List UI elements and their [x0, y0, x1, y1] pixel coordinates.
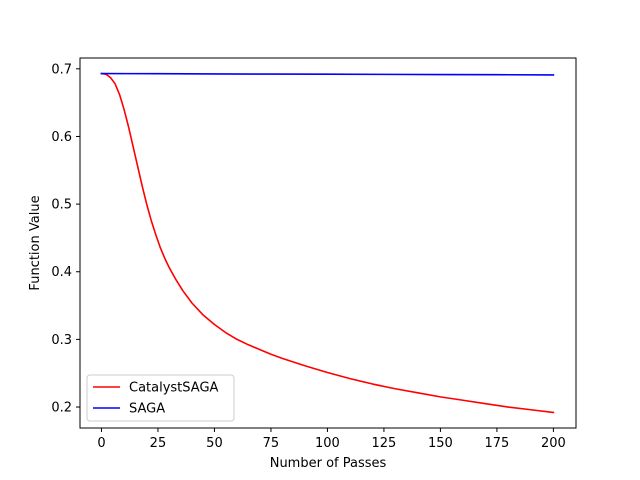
- x-tick-label: 175: [484, 436, 509, 451]
- plot-frame: [79, 57, 577, 429]
- x-tick-label: 200: [541, 436, 566, 451]
- y-axis-ticks: 0.2 0.3 0.4 0.5 0.6 0.7: [51, 62, 80, 416]
- axes-layer: [79, 57, 577, 429]
- legend-box: [86, 374, 235, 422]
- x-tick-label: 50: [206, 436, 223, 451]
- y-axis-label: Function Value: [28, 195, 43, 290]
- y-tick-label: 0.4: [51, 265, 72, 280]
- legend-label-saga: SAGA: [129, 402, 165, 417]
- x-axis-label: Number of Passes: [270, 456, 387, 471]
- series-line-saga: [100, 72, 555, 76]
- series-layer: [100, 72, 555, 414]
- y-tick-label: 0.6: [51, 130, 72, 145]
- x-tick-label: 100: [315, 436, 340, 451]
- x-tick-label: 125: [372, 436, 397, 451]
- legend-label-catalystsaga: CatalystSAGA: [129, 381, 219, 396]
- y-tick-label: 0.2: [51, 401, 72, 416]
- y-tick-label: 0.5: [51, 198, 72, 213]
- plot-area: [80, 58, 576, 428]
- series-line-catalystsaga: [100, 72, 555, 414]
- y-tick-label: 0.3: [51, 333, 72, 348]
- x-axis-ticks: 0 25 50 75 100 125 150 175 200: [97, 428, 566, 451]
- x-tick-label: 25: [150, 436, 167, 451]
- legend: CatalystSAGA SAGA: [86, 374, 235, 422]
- x-tick-label: 75: [263, 436, 280, 451]
- x-tick-label: 150: [428, 436, 453, 451]
- x-tick-label: 0: [97, 436, 105, 451]
- y-tick-label: 0.7: [51, 62, 72, 77]
